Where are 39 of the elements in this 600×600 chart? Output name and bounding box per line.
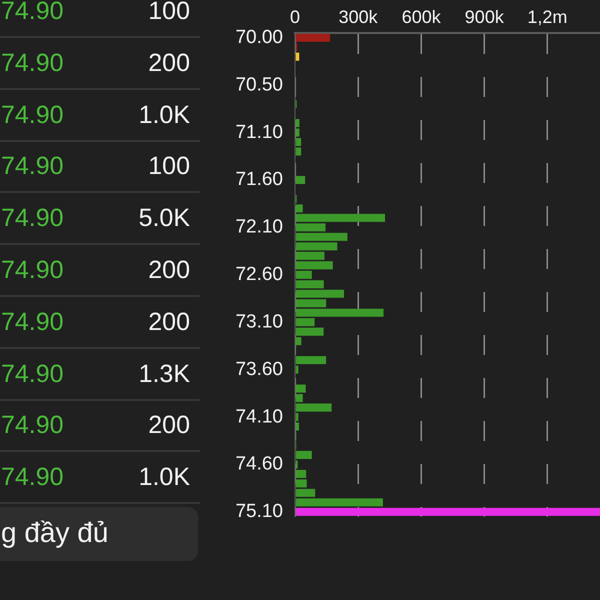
bar (296, 508, 600, 516)
text: 74.90 (1, 0, 64, 26)
text: 200 (148, 48, 190, 78)
y-tick-label: 73.60 (235, 358, 283, 380)
text: 74.90 (1, 204, 64, 234)
text: 1.3K (138, 360, 190, 389)
text: 1.0K (138, 463, 190, 492)
y-tick-label: 75.10 (235, 501, 283, 522)
x-tick-label: 600k (402, 7, 442, 28)
text: 74.90 (1, 411, 64, 440)
y-tick-label: 72.60 (235, 264, 283, 286)
text: 100 (148, 152, 190, 182)
text: 74.90 (1, 256, 64, 285)
bar (296, 176, 306, 184)
text: 200 (148, 308, 190, 337)
y-tick-label: 70.00 (235, 26, 283, 48)
x-tick-label: 0 (290, 7, 300, 28)
y-tick-label: 74.10 (235, 406, 283, 428)
text: 74.90 (1, 48, 64, 78)
y-tick-label: 72.10 (235, 216, 283, 238)
text: 74.90 (1, 308, 64, 337)
y-tick-label: 74.60 (235, 454, 283, 475)
x-tick-label: 1,2m (527, 7, 568, 28)
text: 74.90 (1, 463, 64, 492)
text: 5.0K (138, 204, 190, 234)
text: 200 (148, 411, 190, 440)
text: 74.90 (1, 152, 64, 182)
text: 1.0K (138, 100, 190, 130)
x-tick-label: 900k (464, 7, 505, 28)
y-tick-label: 71.10 (235, 122, 283, 143)
x-tick-label: 300k (338, 7, 379, 28)
text: 74.90 (1, 360, 64, 389)
y-tick-label: 71.60 (235, 169, 283, 190)
text: 100 (148, 0, 190, 26)
text: 74.90 (1, 100, 64, 130)
y-tick-label: 73.10 (235, 311, 283, 332)
text: g đầy đủ (1, 517, 108, 549)
y-tick-label: 70.50 (235, 74, 283, 96)
text: 200 (148, 256, 190, 285)
